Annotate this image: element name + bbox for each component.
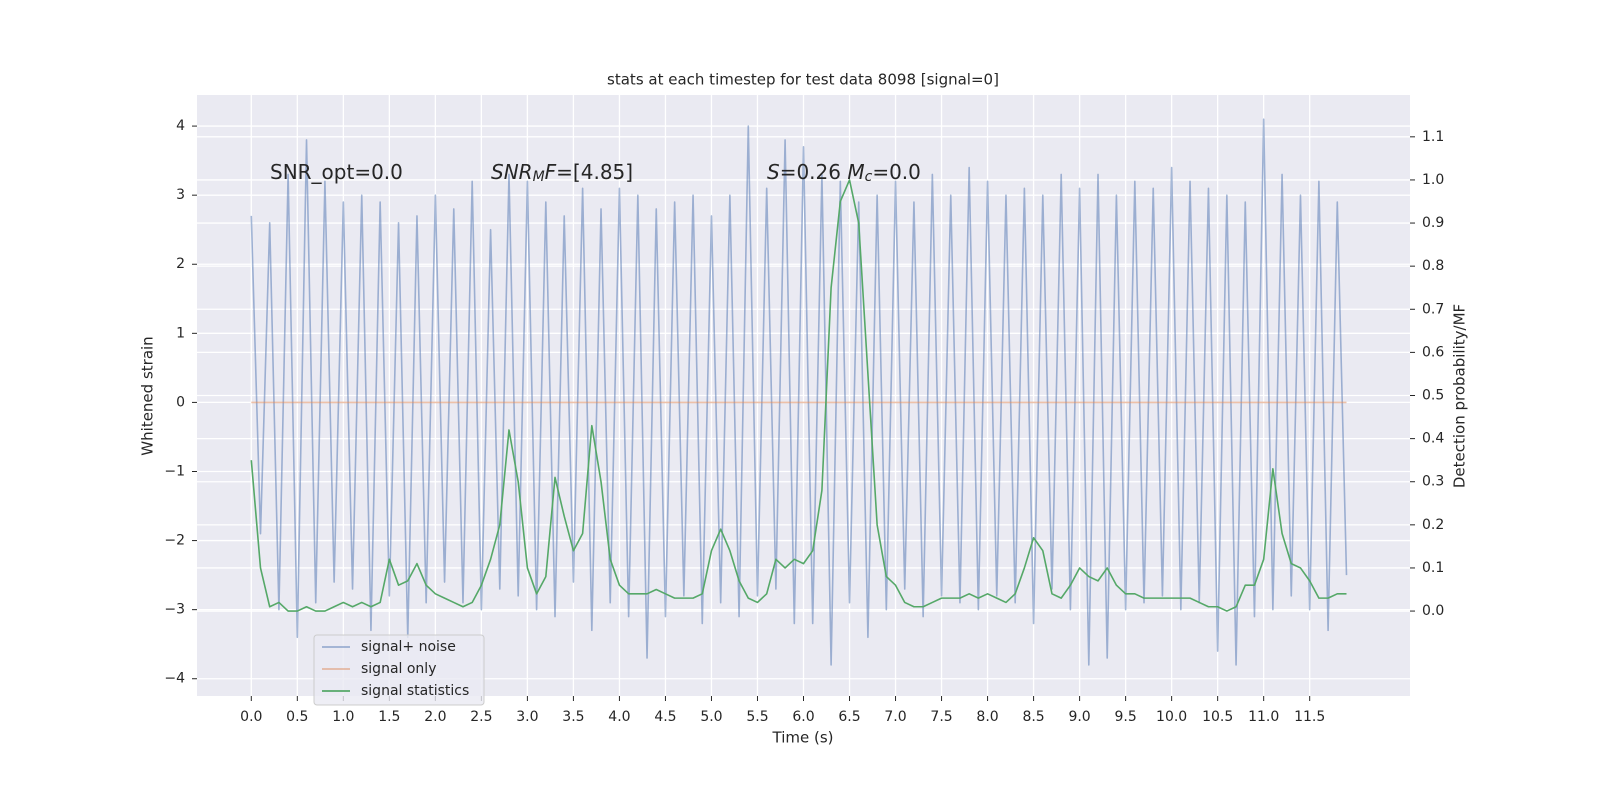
legend-label: signal only (361, 661, 436, 677)
y-tick-label: 2 (176, 256, 185, 272)
legend-box (313, 634, 485, 706)
y2-tick-label: 0.1 (1422, 560, 1444, 576)
x-tick-label: 9.5 (1114, 709, 1136, 725)
y-tick-label: 0 (176, 394, 185, 410)
x-tick-label: 7.5 (930, 709, 952, 725)
y-tick-label: 1 (176, 325, 185, 341)
x-tick-label: 8.5 (1022, 709, 1044, 725)
x-axis-label: Time (s) (772, 729, 834, 747)
x-tick-label: 6.0 (792, 709, 814, 725)
x-tick-label: 5.5 (746, 709, 768, 725)
y-axis-label: Whitened strain (139, 336, 157, 455)
x-tick-label: 8.0 (976, 709, 998, 725)
y2-tick-label: 0.2 (1422, 517, 1444, 533)
annotation-part: M (533, 169, 545, 185)
y-tick-label: 3 (176, 187, 185, 203)
series-line (250, 118, 1348, 666)
y2-tick-label: 0.4 (1422, 431, 1444, 447)
annotation-part: M (847, 160, 864, 184)
y-tick-label: −1 (164, 463, 185, 479)
annotation-part: =0.0 (872, 160, 921, 184)
legend-label: signal+ noise (361, 639, 456, 655)
x-tick-label: 0.0 (240, 709, 262, 725)
annotation-part: =0.26 (780, 160, 848, 184)
y2-axis-label: Detection probability/MF (1451, 304, 1469, 488)
x-tick-label: 10.5 (1202, 709, 1233, 725)
x-tick-label: 2.0 (424, 709, 446, 725)
x-tick-label: 4.5 (654, 709, 676, 725)
x-tick-label: 6.5 (838, 709, 860, 725)
y2-tick-label: 0.5 (1422, 388, 1444, 404)
x-tick-label: 4.0 (608, 709, 630, 725)
x-tick-label: 7.0 (884, 709, 906, 725)
y2-tick-label: 0.7 (1422, 301, 1444, 317)
series-line (250, 179, 1347, 612)
y2-tick-label: 0.3 (1422, 474, 1444, 490)
x-tick-label: 5.0 (700, 709, 722, 725)
legend-label: signal statistics (361, 683, 469, 699)
y2-tick-label: 1.1 (1422, 129, 1444, 145)
annotation-part: SNR_opt=0.0 (270, 160, 403, 184)
annotation-part: S (767, 160, 780, 184)
x-tick-label: 1.0 (332, 709, 354, 725)
y2-tick-label: 0.6 (1422, 344, 1444, 360)
y2-tick-label: 0.9 (1422, 215, 1444, 231)
annotation: SNR_opt=0.0 (270, 160, 403, 184)
x-tick-label: 11.0 (1248, 709, 1279, 725)
annotation-part: c (865, 169, 873, 185)
annotation-part: F (545, 160, 557, 184)
x-tick-label: 10.0 (1156, 709, 1187, 725)
annotation: S=0.26 Mc=0.0 (767, 160, 921, 186)
annotation-part: =[4.85] (556, 160, 633, 184)
x-tick-label: 1.5 (378, 709, 400, 725)
x-tick-label: 2.5 (470, 709, 492, 725)
x-tick-label: 3.0 (516, 709, 538, 725)
y-tick-label: −3 (164, 602, 185, 618)
x-tick-label: 0.5 (286, 709, 308, 725)
x-tick-label: 3.5 (562, 709, 584, 725)
annotation-part: SNR (491, 160, 533, 184)
y-tick-label: 4 (176, 118, 185, 134)
y-tick-label: −4 (164, 671, 185, 687)
y-tick-label: −2 (164, 533, 185, 549)
y2-tick-label: 0.0 (1422, 603, 1444, 619)
annotation: SNRMF=[4.85] (491, 160, 633, 186)
y2-tick-label: 0.8 (1422, 258, 1444, 274)
chart-title: stats at each timestep for test data 809… (607, 71, 999, 89)
x-tick-label: 9.0 (1068, 709, 1090, 725)
x-tick-label: 11.5 (1294, 709, 1325, 725)
y2-tick-label: 1.0 (1422, 172, 1444, 188)
